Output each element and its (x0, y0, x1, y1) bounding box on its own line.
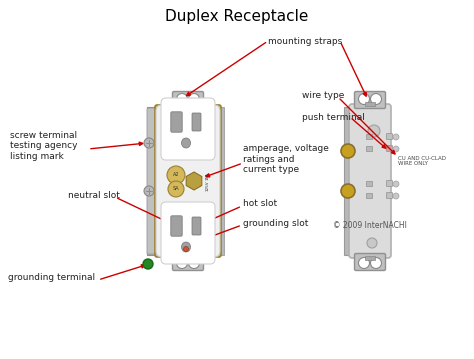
Circle shape (341, 144, 355, 158)
Text: © 2009 InterNACHI: © 2009 InterNACHI (333, 222, 407, 230)
Text: grounding slot: grounding slot (243, 219, 309, 228)
FancyBboxPatch shape (171, 112, 182, 132)
Text: Duplex Receptacle: Duplex Receptacle (165, 9, 309, 24)
Bar (365, 256, 375, 260)
Circle shape (393, 146, 399, 152)
Text: A2: A2 (173, 173, 179, 177)
Circle shape (189, 257, 200, 269)
Circle shape (176, 257, 188, 269)
FancyBboxPatch shape (173, 253, 203, 270)
FancyBboxPatch shape (171, 216, 182, 236)
Text: grounding terminal: grounding terminal (8, 272, 95, 281)
Bar (366, 181, 372, 186)
Text: 125V: 125V (206, 181, 210, 191)
FancyBboxPatch shape (349, 104, 391, 258)
FancyBboxPatch shape (156, 105, 220, 257)
FancyBboxPatch shape (386, 192, 392, 199)
Bar (219, 107, 224, 255)
Bar (366, 146, 372, 151)
Circle shape (183, 247, 189, 252)
Bar (183, 256, 193, 260)
Text: push terminal: push terminal (302, 112, 365, 121)
Circle shape (143, 259, 153, 269)
FancyBboxPatch shape (161, 98, 215, 160)
Circle shape (176, 93, 188, 104)
Text: hot slot: hot slot (243, 200, 277, 209)
Circle shape (144, 138, 154, 148)
FancyBboxPatch shape (192, 113, 201, 131)
Circle shape (341, 184, 355, 198)
FancyBboxPatch shape (192, 217, 201, 235)
Text: CU AND CU-CLAD
WIRE ONLY: CU AND CU-CLAD WIRE ONLY (398, 155, 446, 167)
FancyBboxPatch shape (355, 92, 385, 108)
Text: screw terminal
testing agency
listing mark: screw terminal testing agency listing ma… (10, 131, 78, 161)
Circle shape (393, 134, 399, 140)
Circle shape (358, 257, 370, 269)
Text: wire type: wire type (302, 90, 345, 99)
Circle shape (393, 193, 399, 199)
Circle shape (189, 93, 200, 104)
Circle shape (168, 181, 184, 197)
FancyBboxPatch shape (386, 181, 392, 186)
Bar (147, 107, 157, 255)
Circle shape (144, 186, 154, 196)
Bar (344, 107, 352, 255)
FancyBboxPatch shape (147, 108, 157, 254)
Circle shape (358, 93, 370, 104)
Text: neutral slot: neutral slot (68, 191, 120, 200)
Circle shape (371, 257, 382, 269)
Bar (183, 102, 193, 106)
Circle shape (368, 125, 380, 137)
FancyBboxPatch shape (155, 105, 221, 257)
Circle shape (393, 181, 399, 187)
FancyBboxPatch shape (161, 202, 215, 264)
Bar (365, 102, 375, 106)
Bar (366, 134, 372, 139)
Text: mounting straps: mounting straps (268, 37, 342, 46)
Text: amperage, voltage
ratings and
current type: amperage, voltage ratings and current ty… (243, 144, 329, 174)
Circle shape (367, 238, 377, 248)
FancyBboxPatch shape (386, 145, 392, 151)
FancyBboxPatch shape (386, 134, 392, 140)
Bar (366, 193, 372, 198)
Ellipse shape (182, 138, 191, 148)
FancyBboxPatch shape (173, 92, 203, 108)
FancyBboxPatch shape (355, 253, 385, 270)
Circle shape (371, 93, 382, 104)
Ellipse shape (182, 242, 191, 252)
Text: SA: SA (173, 186, 179, 191)
Circle shape (167, 166, 185, 184)
Text: 15A: 15A (206, 172, 210, 180)
